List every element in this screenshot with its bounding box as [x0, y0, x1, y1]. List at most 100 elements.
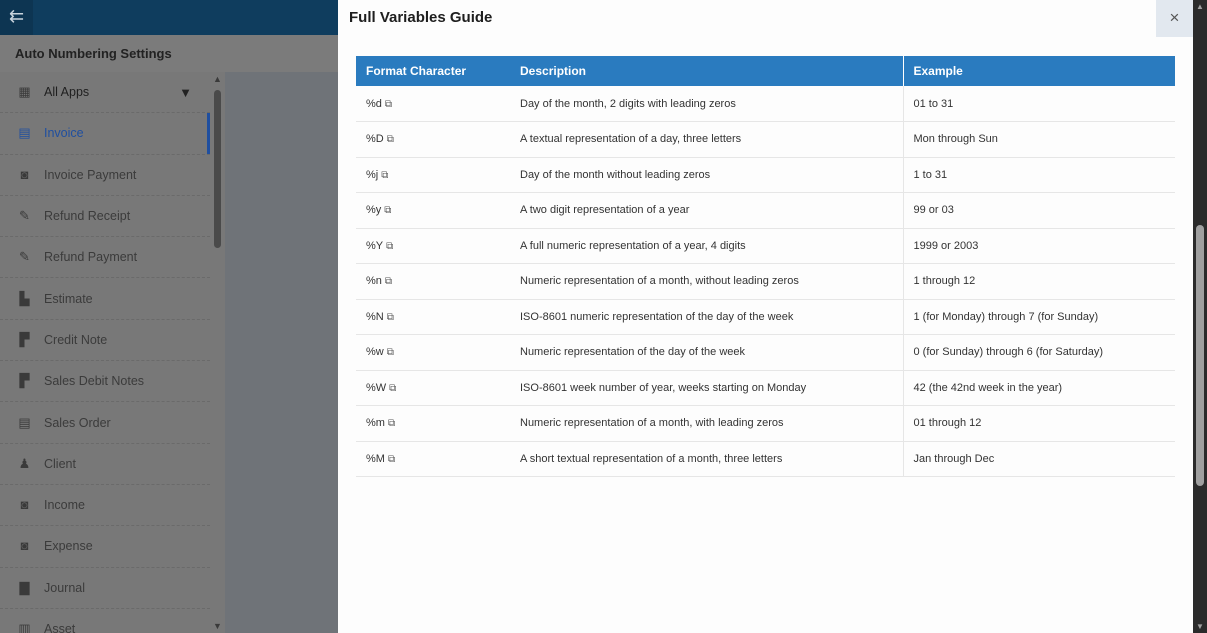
filter-icon[interactable]: ▼	[179, 84, 192, 100]
money-icon: ◙	[20, 166, 29, 182]
sidebar-item-label: Expense	[44, 539, 93, 554]
table-row: %D ⧉ A textual representation of a day, th…	[356, 121, 1175, 158]
document-minus-icon: ▛	[19, 331, 30, 347]
table-row: %y ⧉ A two digit representation of a year 9…	[356, 192, 1175, 229]
format-character: %W	[366, 381, 387, 394]
table-row: %n ⧉ Numeric representation of a month, wi…	[356, 263, 1175, 300]
format-cell: %y ⧉	[356, 192, 510, 229]
sidebar-item-sales-order[interactable]: ▤ Sales Order	[0, 402, 210, 444]
sidebar-item-label: Sales Order	[44, 415, 111, 430]
sidebar-item-label: Asset	[44, 622, 76, 633]
page-scrollbar[interactable]: ▲ ▼	[1193, 0, 1207, 633]
grid-icon: ▦	[18, 84, 31, 100]
scroll-up-icon[interactable]: ▲	[213, 74, 222, 84]
description-cell: A full numeric representation of a year,…	[510, 228, 903, 264]
receipt-edit-icon: ✎	[19, 249, 30, 265]
column-header-example: Example	[902, 56, 1175, 86]
format-character: %N	[366, 310, 384, 323]
copy-icon[interactable]: ⧉	[386, 311, 394, 323]
receipt-edit-icon: ✎	[19, 208, 30, 224]
format-character: %j	[366, 168, 379, 181]
table-row: %N ⧉ ISO-8601 numeric representation of th…	[356, 299, 1175, 335]
person-icon: ♟	[18, 455, 31, 471]
journal-icon: ▇	[19, 579, 30, 595]
sidebar-item-estimate[interactable]: ▙ Estimate	[0, 278, 210, 320]
format-cell: %M ⧉	[356, 441, 510, 477]
table-row: %M ⧉ A short textual representation of a m…	[356, 441, 1175, 477]
format-character: %D	[366, 133, 384, 146]
copy-icon[interactable]: ⧉	[389, 382, 397, 394]
sidebar-item-expense[interactable]: ◙ Expense	[0, 526, 210, 568]
sidebar-item-invoice-payment[interactable]: ◙ Invoice Payment	[0, 155, 210, 196]
building-icon: ▥	[18, 621, 31, 633]
money-plus-icon: ◙	[20, 497, 29, 513]
example-cell: Jan through Dec	[902, 441, 1175, 477]
page-scroll-thumb[interactable]	[1196, 225, 1204, 486]
close-button[interactable]: ×	[1156, 0, 1193, 37]
sidebar-item-sales-debit-notes[interactable]: ▛ Sales Debit Notes	[0, 361, 210, 403]
sidebar-item-invoice[interactable]: ▤ Invoice	[0, 113, 210, 155]
copy-icon[interactable]: ⧉	[381, 169, 389, 181]
variables-table: Format Character Description Example %d ⧉…	[356, 56, 1175, 477]
format-character: %d	[366, 97, 382, 110]
format-cell: %d ⧉	[356, 86, 510, 122]
description-cell: Day of the month without leading zeros	[510, 157, 903, 193]
copy-icon[interactable]: ⧉	[386, 240, 394, 252]
modal-title: Full Variables Guide	[349, 9, 493, 26]
sidebar-scrollbar[interactable]: ▲ ▼	[210, 72, 225, 633]
copy-icon[interactable]: ⧉	[384, 205, 392, 217]
sidebar-item-all-apps[interactable]: ▦ All Apps ▼	[0, 72, 210, 114]
collapse-menu-icon[interactable]: ⇇	[0, 0, 33, 35]
document-plus-icon: ▛	[19, 373, 30, 389]
list-document-icon: ▤	[18, 414, 31, 430]
example-cell: 01 to 31	[902, 86, 1175, 122]
example-cell: 99 or 03	[902, 192, 1175, 229]
scroll-down-icon[interactable]: ▼	[213, 621, 222, 631]
description-cell: Numeric representation of a month, with …	[510, 405, 903, 442]
copy-icon[interactable]: ⧉	[384, 98, 393, 110]
description-cell: Numeric representation of a month, witho…	[510, 263, 903, 300]
format-cell: %W ⧉	[356, 370, 510, 406]
scroll-up-icon[interactable]: ▲	[1196, 2, 1204, 11]
scroll-down-icon[interactable]: ▼	[1196, 622, 1204, 631]
sidebar-item-label: Credit Note	[44, 332, 108, 347]
sidebar-item-income[interactable]: ◙ Income	[0, 485, 210, 527]
format-cell: %D ⧉	[356, 121, 510, 158]
table-row: %m ⧉ Numeric representation of a month, wi…	[356, 405, 1175, 442]
invoice-icon: ▤	[18, 125, 31, 141]
example-cell: 0 (for Sunday) through 6 (for Saturday)	[902, 334, 1175, 371]
table-row: %j ⧉ Day of the month without leading zero…	[356, 157, 1175, 193]
column-header-format: Format Character	[356, 56, 510, 86]
copy-icon[interactable]: ⧉	[386, 347, 394, 359]
sidebar-item-asset[interactable]: ▥ Asset	[0, 609, 210, 633]
sidebar-item-label: Client	[44, 456, 76, 471]
copy-icon[interactable]: ⧉	[387, 418, 396, 430]
copy-icon[interactable]: ⧉	[384, 276, 393, 288]
copy-icon[interactable]: ⧉	[386, 134, 394, 146]
sidebar-item-refund-receipt[interactable]: ✎ Refund Receipt	[0, 196, 210, 238]
format-character: %w	[366, 346, 384, 359]
example-cell: 42 (the 42nd week in the year)	[902, 370, 1175, 406]
copy-icon[interactable]: ⧉	[387, 453, 396, 465]
sidebar: ▦ All Apps ▼ ▤ Invoice ◙ Invoice Payment ✎ Refun…	[0, 72, 210, 633]
sidebar-item-label: Refund Receipt	[44, 209, 131, 224]
format-cell: %Y ⧉	[356, 228, 510, 264]
sidebar-item-client[interactable]: ♟ Client	[0, 444, 210, 485]
format-character: %n	[366, 275, 382, 288]
description-cell: A textual representation of a day, three…	[510, 121, 903, 158]
format-cell: %N ⧉	[356, 299, 510, 335]
format-cell: %j ⧉	[356, 157, 510, 193]
description-cell: A two digit representation of a year	[510, 192, 903, 229]
example-cell: 1 through 12	[902, 263, 1175, 300]
sidebar-scroll-thumb[interactable]	[214, 90, 221, 248]
sidebar-item-credit-note[interactable]: ▛ Credit Note	[0, 320, 210, 362]
sidebar-item-label: Estimate	[44, 291, 93, 306]
format-character: %M	[366, 452, 385, 465]
money-minus-icon: ◙	[20, 538, 29, 554]
sidebar-item-refund-payment[interactable]: ✎ Refund Payment	[0, 237, 210, 279]
variables-guide-modal: Full Variables Guide × Format Character …	[338, 0, 1193, 633]
top-bar: ⇇	[0, 0, 338, 35]
table-row: %d ⧉ Day of the month, 2 digits with leadi…	[356, 86, 1175, 122]
page-title: Auto Numbering Settings	[0, 35, 338, 72]
sidebar-item-journal[interactable]: ▇ Journal	[0, 568, 210, 609]
